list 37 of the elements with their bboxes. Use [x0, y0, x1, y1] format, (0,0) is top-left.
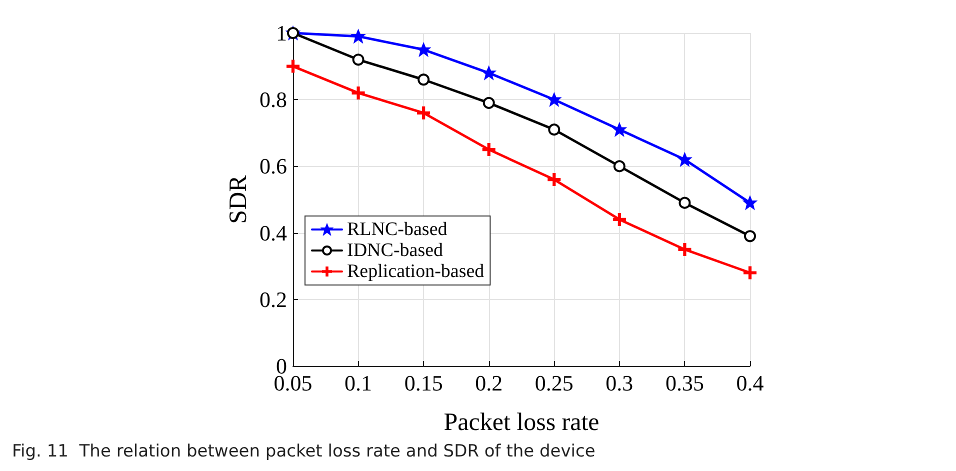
- point: [548, 173, 561, 186]
- point: [352, 86, 365, 100]
- point: [286, 60, 300, 73]
- x-tick-label: 0.2: [475, 370, 503, 396]
- point: [548, 124, 560, 136]
- y-tick-label: 0.8: [260, 87, 287, 112]
- point: [612, 212, 626, 226]
- point: [418, 44, 430, 56]
- legend-label: RLNC-based: [347, 219, 448, 240]
- point: [482, 143, 496, 156]
- x-tick-label: 0.4: [736, 370, 764, 396]
- legend-label: Replication-based: [347, 261, 485, 282]
- point: [548, 94, 560, 106]
- x-axis-title: Packet loss rate: [444, 409, 600, 436]
- point: [417, 106, 430, 120]
- y-axis-title: SDR: [225, 174, 252, 224]
- point: [418, 74, 430, 86]
- legend-label: IDNC-based: [347, 240, 444, 261]
- point: [678, 196, 691, 209]
- point: [352, 54, 364, 66]
- x-tick-label: 0.3: [606, 370, 634, 396]
- x-tick-label: 0.35: [665, 370, 704, 396]
- point: [744, 230, 756, 242]
- y-tick-label: 0.4: [260, 220, 287, 246]
- x-tick-label: 0.15: [404, 370, 443, 396]
- y-tick-label: 1: [276, 20, 287, 46]
- point: [482, 96, 495, 109]
- point: [352, 30, 364, 42]
- point: [744, 266, 756, 280]
- point: [613, 160, 626, 172]
- point: [482, 66, 495, 79]
- caption: Fig. 11 The relation between packet loss rate and SDR of the device: [12, 442, 596, 462]
- y-tick-label: 0.6: [260, 154, 287, 179]
- x-tick-label: 0.1: [344, 370, 372, 396]
- y-tick-label: 0.2: [260, 286, 287, 312]
- point: [678, 242, 692, 256]
- x-tick-label: 0.25: [534, 370, 574, 396]
